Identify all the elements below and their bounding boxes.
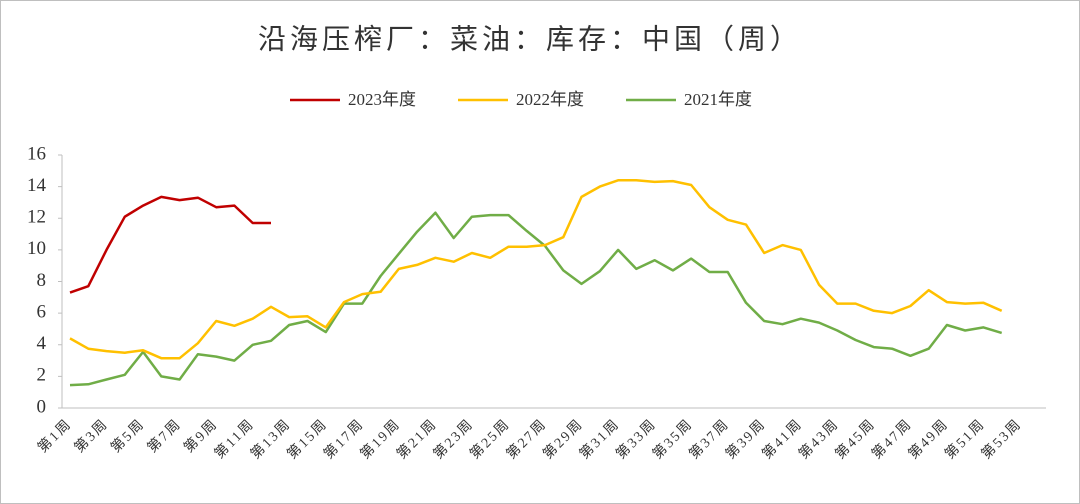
series-line: [69, 211, 1003, 387]
legend-label: 2023年度: [348, 90, 416, 109]
y-tick-label: 12: [27, 207, 46, 228]
y-tick-label: 4: [37, 333, 47, 354]
y-tick-label: 2: [37, 365, 47, 386]
legend-label: 2022年度: [516, 90, 584, 109]
y-tick-label: 6: [37, 301, 47, 322]
series-line: [69, 179, 1003, 360]
y-tick-label: 16: [27, 143, 46, 164]
y-tick-label: 0: [37, 396, 47, 417]
chart-title: 沿海压榨厂：菜油：库存：中国（周）: [258, 23, 802, 55]
y-tick-label: 10: [27, 238, 46, 259]
series-line: [69, 195, 271, 294]
y-tick-label: 14: [27, 175, 47, 196]
legend-label: 2021年度: [684, 90, 752, 109]
y-tick-label: 8: [37, 270, 47, 291]
